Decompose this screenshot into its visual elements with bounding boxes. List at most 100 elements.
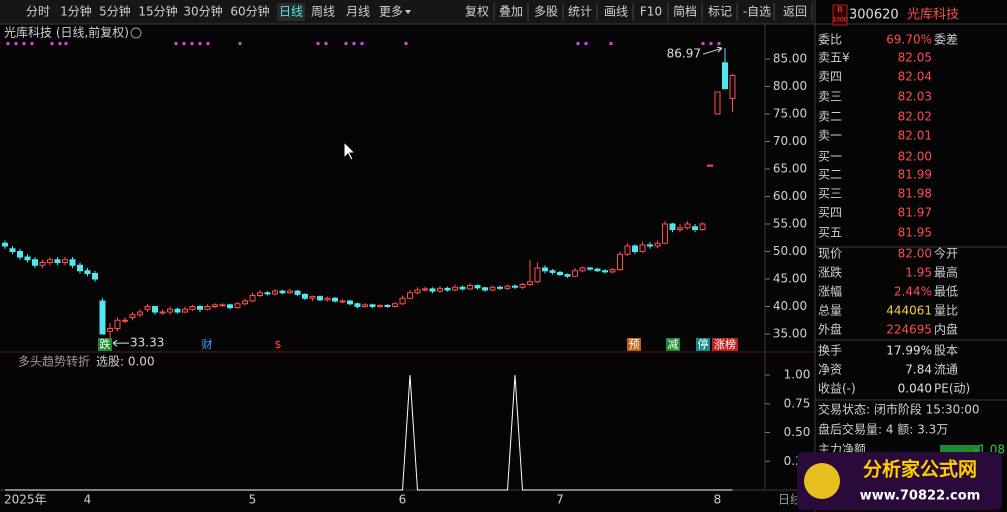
signal-dot <box>190 42 194 45</box>
candle-body <box>669 223 676 230</box>
tool-button[interactable]: -自选 <box>743 5 771 19</box>
candle-body <box>572 270 578 277</box>
candle-body <box>2 242 8 247</box>
row-label2: 内盘 <box>934 322 958 337</box>
event-tag[interactable]: $ <box>275 338 282 351</box>
candle-body <box>204 306 211 310</box>
tool-button[interactable]: 标记 <box>708 5 732 19</box>
tab[interactable]: 日线 <box>279 5 303 19</box>
row-label2: 最高 <box>934 265 958 280</box>
signal-dot <box>701 42 705 45</box>
row-value: 2.44% <box>894 285 932 299</box>
row-value: 7.84 <box>905 363 932 377</box>
candle-body <box>62 259 68 263</box>
tab[interactable]: 周线 <box>311 5 335 19</box>
row-label: 收益(-) <box>818 382 856 396</box>
tab[interactable]: 分时 <box>26 5 50 19</box>
candle-body <box>594 268 601 272</box>
signal-dot <box>30 42 34 45</box>
row-value: 81.99 <box>898 168 932 182</box>
y-tick-label: 40.00 <box>773 299 807 313</box>
tool-button[interactable]: 复权 <box>465 5 489 19</box>
candle-body <box>287 290 293 294</box>
candle-body <box>122 319 128 322</box>
tool-button[interactable]: F10 <box>640 5 662 19</box>
tab[interactable]: 15分钟 <box>138 4 177 19</box>
candle-body <box>437 287 443 292</box>
signal-dot <box>22 42 26 45</box>
event-tag[interactable]: 预 <box>629 338 640 351</box>
row-label: 买一 <box>818 150 842 164</box>
tab[interactable]: 60分钟 <box>230 4 269 19</box>
x-label: 6 <box>399 493 407 507</box>
signal-dot <box>609 42 613 45</box>
event-tag[interactable]: 停 <box>698 337 709 351</box>
candle-body <box>542 267 548 272</box>
candle-body <box>339 300 346 303</box>
candle-body <box>602 270 608 273</box>
row-label: 涨幅 <box>818 284 842 299</box>
candle-body <box>707 164 713 167</box>
signal-dot <box>709 42 713 45</box>
status: 盘后交易量: 4 额: 3.3万 <box>818 422 948 437</box>
candle-body <box>272 290 278 295</box>
tab-active <box>277 3 305 21</box>
signal-dot <box>206 42 210 45</box>
tab[interactable]: 月线 <box>346 5 370 19</box>
event-tag[interactable]: 跌 <box>100 337 111 351</box>
tab[interactable]: 更多 <box>379 5 403 19</box>
watermark-box <box>797 452 1002 510</box>
event-tag[interactable]: 减 <box>668 338 679 351</box>
row-label: 外盘 <box>818 322 842 337</box>
y-tick-label: 1.00 <box>784 368 811 382</box>
signal-dot <box>64 42 68 45</box>
tool-button[interactable]: 多股 <box>534 5 558 19</box>
signal-dot <box>584 42 588 45</box>
tab[interactable]: 5分钟 <box>99 4 131 19</box>
candle-body <box>32 259 38 266</box>
cursor <box>343 140 357 161</box>
signal-dot <box>14 42 18 45</box>
low-annotation: 33.33 <box>130 336 164 350</box>
candle-body <box>534 267 541 283</box>
event-tag[interactable]: 涨榜 <box>714 337 736 351</box>
candle-body <box>69 259 76 266</box>
candle-body <box>159 311 166 314</box>
row-label2: 今开 <box>934 246 958 261</box>
signal-dot <box>344 42 348 45</box>
signal-dot <box>324 42 328 45</box>
row-value: 82.00 <box>898 247 932 261</box>
candle-body <box>227 304 233 309</box>
candle-body <box>114 319 121 329</box>
stock-code: 300620 <box>849 8 899 23</box>
candle-body <box>182 308 188 313</box>
y-tick-label: 85.00 <box>773 52 807 66</box>
candle-body <box>639 244 646 252</box>
candle-body <box>684 223 691 229</box>
tool-button[interactable]: 叠加 <box>499 5 523 19</box>
tool-button[interactable]: 统计 <box>568 5 592 19</box>
tab[interactable]: 30分钟 <box>183 4 222 19</box>
candle-body <box>264 292 271 295</box>
tool-button[interactable]: 画线 <box>604 5 628 19</box>
signal-dot <box>50 42 54 45</box>
icon[interactable] <box>130 27 142 39</box>
candle-body <box>24 256 31 261</box>
tool-button[interactable]: 返回 <box>783 5 807 19</box>
event-tag[interactable]: 财 <box>202 337 213 351</box>
candle-body <box>249 295 256 302</box>
candle-body <box>369 304 376 308</box>
row-label: 卖四 <box>818 70 842 84</box>
signal-dot <box>717 42 721 45</box>
candle-body <box>549 270 556 273</box>
watermark-title: 分析家公式网 <box>863 458 977 481</box>
signal-dot <box>182 42 186 45</box>
tab[interactable]: 1分钟 <box>60 4 92 19</box>
row-label: 涨跌 <box>818 265 842 280</box>
tool-button[interactable]: 简档 <box>673 5 697 19</box>
watermark-url: www.70822.com <box>860 489 981 504</box>
candle-body <box>497 286 503 289</box>
watermark: 分析家公式网 www.70822.com <box>797 452 1002 510</box>
row-label: 总量 <box>818 304 842 318</box>
candle-body <box>174 308 181 313</box>
